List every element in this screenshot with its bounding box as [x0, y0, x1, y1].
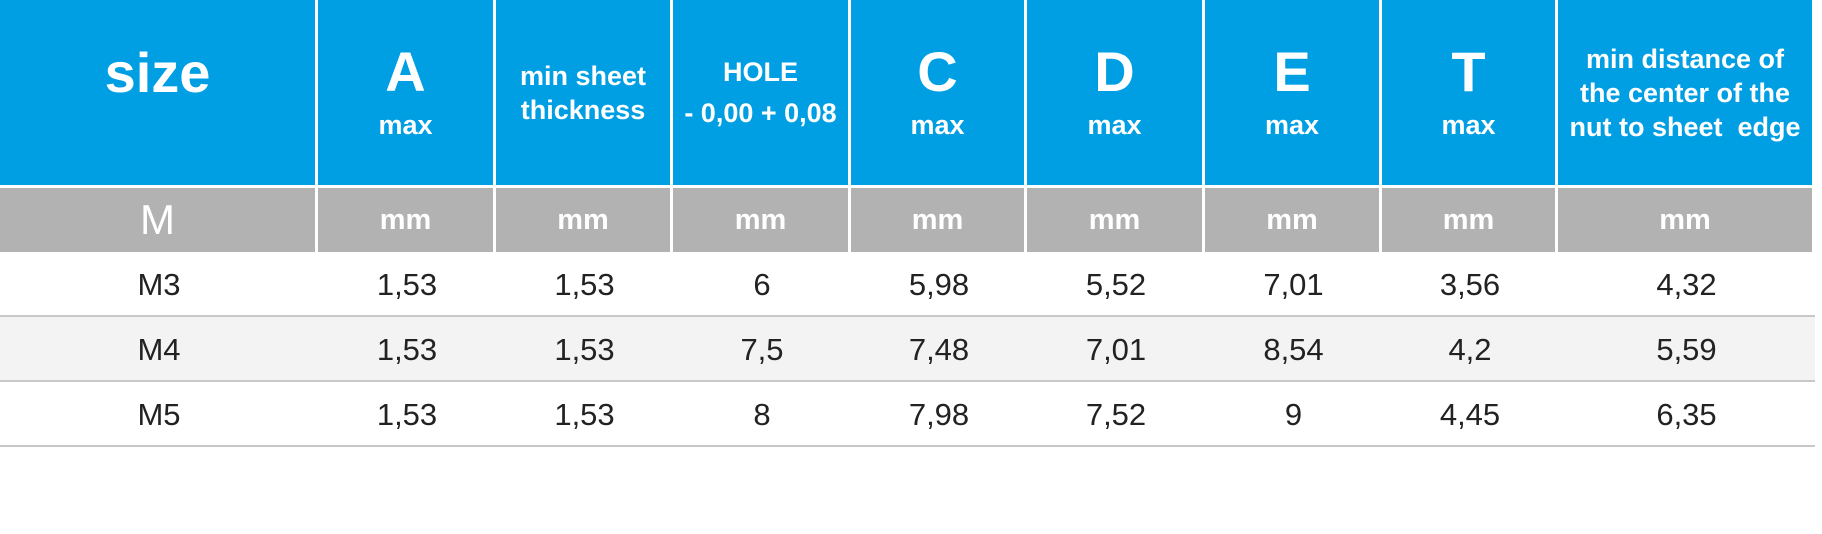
data-cell: 7,52 — [1085, 396, 1147, 432]
data-cell: 7,01 — [1263, 266, 1324, 302]
unit-cell: mm — [496, 188, 673, 252]
header-title: C — [917, 39, 958, 103]
header-line: min distance of — [1585, 43, 1785, 74]
unit-cell: mm — [851, 188, 1027, 252]
data-cell: 3,56 — [1439, 266, 1501, 302]
data-cell: 1,53 — [554, 396, 615, 432]
data-cell: M4 — [137, 331, 181, 367]
header-line: min sheet — [519, 60, 647, 91]
data-cell: 7,5 — [740, 331, 784, 367]
unit-cell: mm — [673, 188, 851, 252]
table-row — [0, 317, 1815, 382]
header-cell: min sheet thickness — [496, 0, 673, 188]
data-cell: M5 — [137, 396, 181, 432]
header-sub: max — [910, 109, 965, 140]
data-cell: 9 — [1284, 396, 1303, 432]
data-cell: 4,32 — [1656, 266, 1717, 302]
header-cell: HOLE - 0,00 + 0,08 — [673, 0, 851, 188]
unit-cell: M — [0, 188, 318, 252]
header-cell: min distance of the center of the nut to s… — [1558, 0, 1815, 188]
data-cell: 4,45 — [1439, 396, 1501, 432]
data-cell: M3 — [137, 266, 181, 302]
data-cell: 7,98 — [908, 396, 970, 432]
header-sub: - 0,00 + 0,08 — [684, 97, 837, 128]
header-sub: max — [1087, 109, 1142, 140]
unit-cell: mm — [1205, 188, 1382, 252]
header-title: D — [1094, 39, 1135, 103]
header-title: E — [1273, 39, 1311, 103]
data-cell: 5,98 — [908, 266, 970, 302]
data-cell: 6,35 — [1656, 396, 1717, 432]
data-cell: 5,59 — [1656, 331, 1717, 367]
header-line: the center of the — [1579, 77, 1791, 108]
header-cell: size — [0, 0, 318, 188]
header-sub: max — [1441, 109, 1496, 140]
header-line: thickness — [520, 94, 646, 125]
unit-cell: mm — [1382, 188, 1558, 252]
data-cell: 7,01 — [1085, 331, 1147, 367]
data-cell: 6 — [753, 266, 771, 302]
data-cell: 5,52 — [1085, 266, 1147, 302]
header-sub: max — [378, 109, 433, 140]
data-cell: 1,53 — [376, 266, 438, 302]
data-cell: 1,53 — [554, 266, 615, 302]
header-title: A — [385, 39, 426, 103]
header-sub: max — [1264, 109, 1320, 140]
header-line: nut to sheet edge — [1569, 111, 1801, 142]
data-cell: 4,2 — [1448, 331, 1492, 367]
data-cell: 1,53 — [554, 331, 615, 367]
data-cell: 8 — [753, 396, 771, 432]
unit-cell: mm — [318, 188, 496, 252]
header-label: HOLE — [722, 56, 798, 87]
table-row — [0, 252, 1815, 317]
data-cell: 7,48 — [908, 331, 970, 367]
unit-cell: mm — [1027, 188, 1205, 252]
data-cell: 8,54 — [1263, 331, 1324, 367]
data-cell: 1,53 — [376, 396, 438, 432]
header-title: T — [1451, 39, 1486, 103]
unit-cell: mm — [1558, 188, 1815, 252]
data-cell: 1,53 — [376, 331, 438, 367]
header-title: size — [104, 41, 211, 104]
table-row — [0, 382, 1815, 447]
